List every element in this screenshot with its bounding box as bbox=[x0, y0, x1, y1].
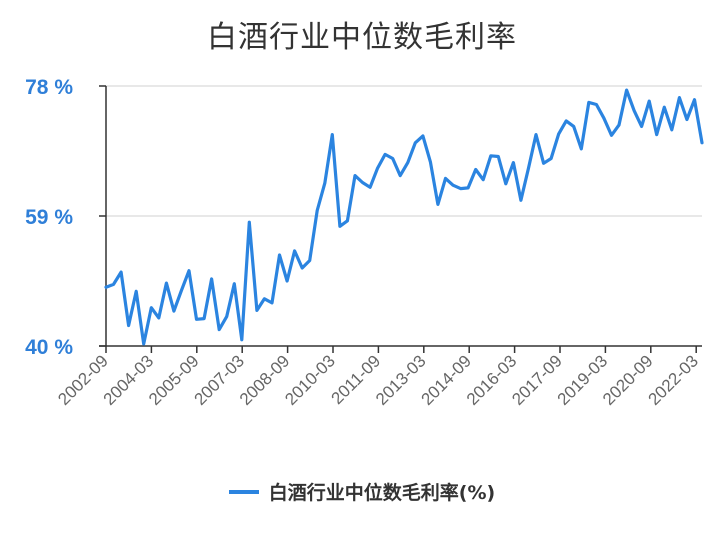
y-tick-label: 59 % bbox=[25, 206, 73, 229]
y-tick-label: 40 % bbox=[25, 336, 73, 359]
series-line bbox=[104, 88, 704, 346]
x-tick-labels: 2002-092004-032005-092007-032008-092010-… bbox=[54, 351, 702, 409]
y-tick-label: 78 % bbox=[25, 76, 73, 99]
x-tick-label: 2010-03 bbox=[281, 351, 339, 409]
chart-title: 白酒行业中位数毛利率 bbox=[207, 20, 517, 55]
axes bbox=[99, 85, 702, 353]
legend[interactable]: 白酒行业中位数毛利率(%) bbox=[0, 478, 724, 505]
legend-swatch bbox=[228, 489, 259, 494]
x-tick-label: 2022-03 bbox=[644, 351, 702, 409]
y-tick-labels: 40 % 59 % 78 % bbox=[25, 76, 73, 359]
line-chart: 40 % 59 % 78 % 2002-092004-032005-092007-0… bbox=[25, 76, 704, 409]
series-layer bbox=[104, 88, 704, 346]
gridlines bbox=[106, 85, 702, 217]
legend-label: 白酒行业中位数毛利率(%) bbox=[268, 482, 496, 504]
